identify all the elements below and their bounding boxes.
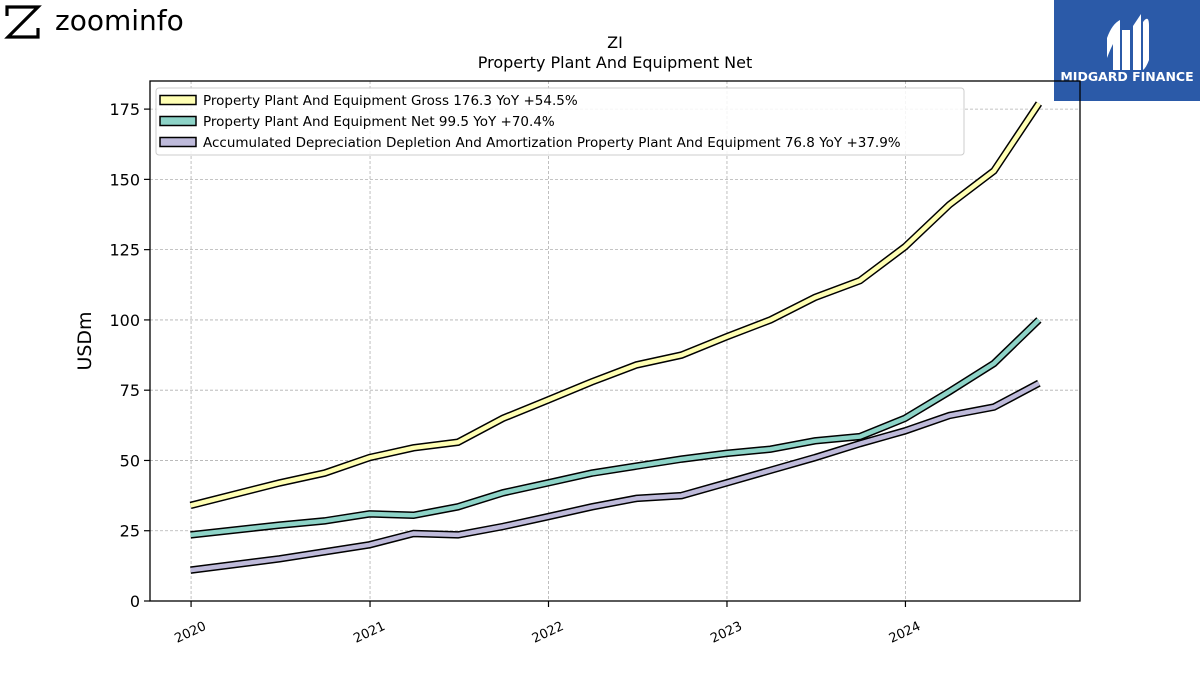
series-lines: [189, 101, 1043, 574]
legend-swatch: [159, 115, 197, 127]
y-tick-label: 125: [109, 241, 140, 260]
midgard-finance-logo: MIDGARD FINANCE: [1054, 0, 1200, 101]
plot-frame: [149, 80, 1081, 602]
y-tick-label: 75: [120, 381, 140, 400]
legend-item: Property Plant And Equipment Net 99.5 Yo…: [159, 114, 555, 130]
legend-label: Accumulated Depreciation Depletion And A…: [203, 135, 901, 151]
legend: Property Plant And Equipment Gross 176.3…: [155, 87, 965, 156]
y-tick-label: 175: [109, 100, 140, 119]
series-line-core: [190, 381, 1040, 573]
legend-label: Property Plant And Equipment Gross 176.3…: [203, 93, 578, 109]
series-line-core: [190, 318, 1041, 538]
chart-title: ZI: [607, 33, 623, 52]
y-tick-label: 0: [130, 592, 140, 611]
zoominfo-logo-icon: [4, 5, 42, 39]
x-tick-label: 2023: [708, 619, 744, 647]
x-tick-label: 2022: [530, 619, 566, 647]
zoominfo-wordmark: zoominfo: [55, 4, 184, 37]
y-tick-label: 100: [109, 311, 140, 330]
midgard-logo-mark: [1107, 14, 1149, 70]
y-tick-label: 50: [120, 451, 140, 470]
y-tick-label: 150: [109, 170, 140, 189]
series-line-3: [190, 379, 1041, 574]
legend-item: Accumulated Depreciation Depletion And A…: [159, 135, 901, 151]
legend-box: [155, 87, 965, 156]
series-line-2: [190, 317, 1042, 539]
chart-subtitle: Property Plant And Equipment Net: [478, 53, 753, 72]
midgard-logo-wordmark: MIDGARD FINANCE: [1060, 69, 1193, 84]
legend-item: Property Plant And Equipment Gross 176.3…: [159, 93, 578, 109]
x-tick-label: 2020: [172, 619, 208, 647]
x-tick-label: 2021: [351, 619, 387, 647]
zoominfo-logo: zoominfo: [4, 4, 184, 39]
y-axis-label: USDm: [74, 311, 96, 370]
series-line-1: [189, 101, 1043, 510]
legend-label: Property Plant And Equipment Net 99.5 Yo…: [203, 114, 555, 130]
series-line-core: [190, 102, 1041, 508]
legend-swatch: [159, 136, 197, 148]
legend-swatch: [159, 94, 197, 106]
y-tick-label: 25: [120, 522, 140, 541]
x-tick-label: 2024: [887, 619, 923, 647]
x-axis-ticks: 2020 2021 2022 2023 2024: [172, 601, 923, 647]
y-axis-ticks: 0 25 50 75 100 125 150 175: [109, 100, 150, 611]
series-line-outline: [189, 101, 1043, 510]
